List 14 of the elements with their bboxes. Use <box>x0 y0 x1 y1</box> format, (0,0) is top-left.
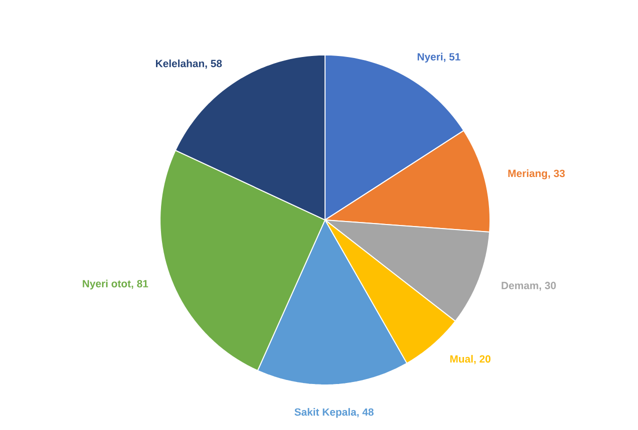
data-label: , 48 <box>357 408 374 418</box>
data-label: , 81 <box>132 280 148 289</box>
data-label: , 51 <box>444 53 460 62</box>
data-label: , 20 <box>474 355 490 364</box>
data-label: , 58 <box>205 60 222 69</box>
slice-label: Nyeri otot <box>82 280 131 290</box>
slice-label: Nyeri <box>418 52 442 63</box>
slice-label: Demam <box>502 282 538 290</box>
slice-label: Mual <box>450 354 473 363</box>
data-label: , 30 <box>540 282 556 291</box>
slice-label: Sakit Kepala <box>294 408 356 418</box>
slice-label: Meriang <box>508 169 548 180</box>
data-label: , 33 <box>548 170 565 179</box>
slice-label: Kelelahan <box>156 60 204 68</box>
